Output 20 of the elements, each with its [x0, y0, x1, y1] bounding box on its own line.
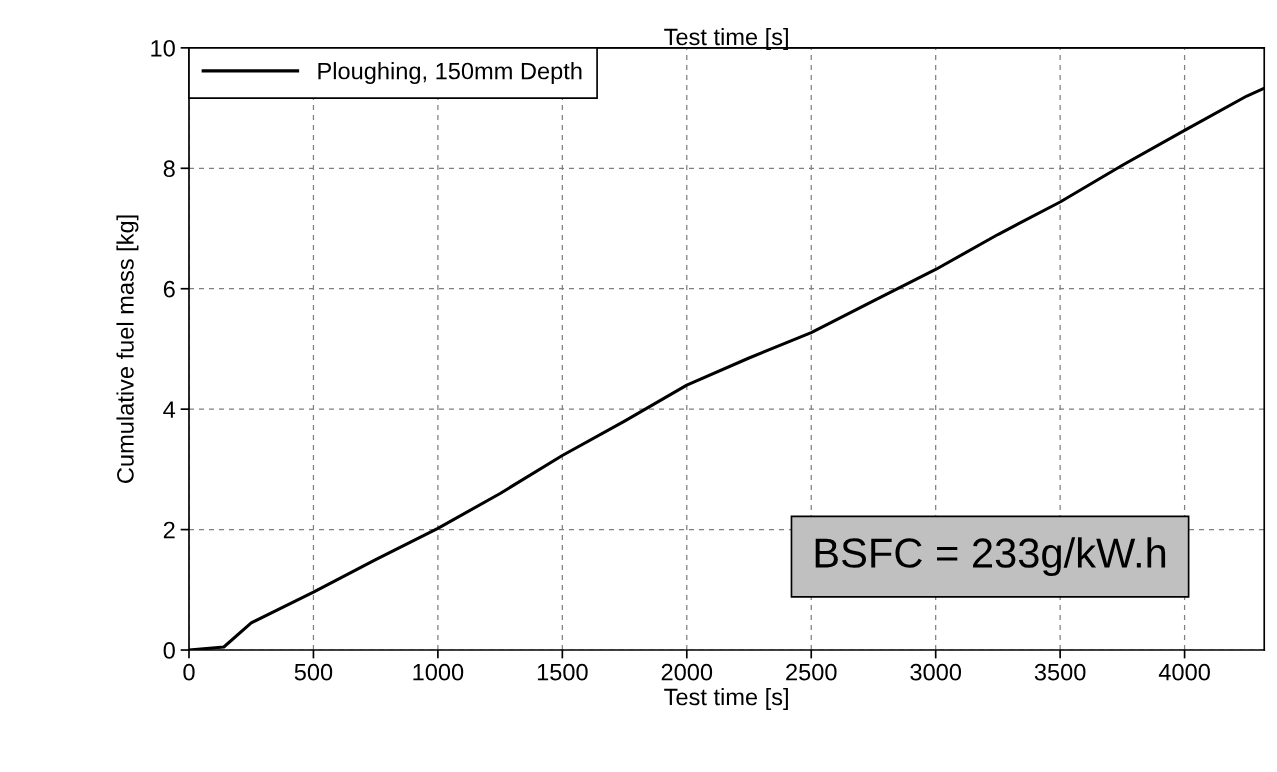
y-tick-label: 10: [151, 39, 175, 57]
x-axis-title: Test time [s]: [664, 688, 788, 711]
y-axis-title: Cumulative fuel mass [kg]: [116, 215, 139, 483]
annotation: BSFC = 233g/kW.h: [815, 537, 1166, 577]
x-tick-label: 500: [294, 663, 333, 681]
x-tick-label: 0: [183, 663, 195, 681]
x-tick-label: 2000: [661, 663, 713, 681]
y-tick-label: 6: [163, 280, 175, 298]
y-tick-label: 4: [163, 401, 176, 418]
y-tick-label: 0: [163, 642, 175, 659]
x-tick-label: 2500: [786, 663, 837, 681]
x2-axis-title: Test time [s]: [664, 27, 788, 50]
x-tick-label: 4000: [1158, 663, 1210, 681]
y-tick-label: 8: [163, 160, 175, 178]
x-tick-label: 3500: [1034, 663, 1086, 681]
x-tick-label: 3000: [910, 663, 962, 681]
y-tick-label: 2: [163, 521, 175, 539]
x-tick-label: 1500: [537, 663, 588, 681]
x-tick-label: 1000: [413, 663, 464, 681]
legend-label: Ploughing, 150mm Depth: [318, 62, 582, 85]
